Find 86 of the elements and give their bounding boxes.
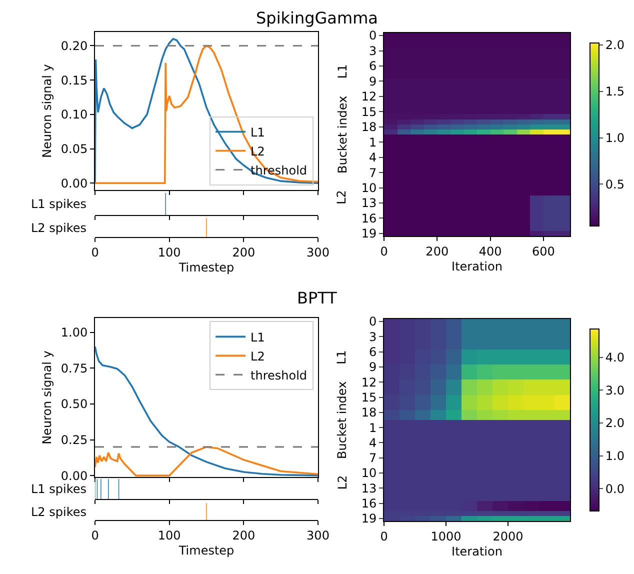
y-tick-label: 9 <box>368 74 377 88</box>
color-bar-label: 1.0 <box>605 449 624 464</box>
x-tick-label: 0 <box>380 529 388 544</box>
line-series <box>95 446 318 476</box>
x-tick-label: 200 <box>232 245 256 260</box>
y-tick-label: 18 <box>361 406 377 420</box>
y-tick-label: 0.25 <box>60 432 88 447</box>
y-tick-label: 1 <box>368 135 377 150</box>
legend-label: threshold <box>250 368 308 382</box>
legend-label: L1 <box>250 330 265 344</box>
y-tick-label: 18 <box>361 120 377 134</box>
y-tick-label: 7 <box>368 166 377 180</box>
text: L1 <box>335 64 350 79</box>
x-tick-label: 0 <box>380 244 388 258</box>
y-axis-title: Neuron signal y <box>40 350 54 444</box>
x-axis-title: Timestep <box>178 543 234 558</box>
y-axis-title: Bucket index <box>335 381 349 459</box>
x-tick-label: 200 <box>426 244 449 258</box>
y-axis-title: Bucket index <box>336 96 350 174</box>
y-tick-label: 10 <box>361 466 377 480</box>
y-tick-label: 15 <box>361 390 377 404</box>
y-tick-label: 1 <box>368 420 377 435</box>
color-bar-label: 1.5 <box>605 84 624 98</box>
x-axis-title: Iteration <box>452 544 502 558</box>
x-tick-label: 100 <box>158 245 181 260</box>
x-tick-label: 0 <box>91 528 99 542</box>
y-tick-label: 0.50 <box>60 397 88 412</box>
color-bar-label: 1.0 <box>605 130 624 145</box>
y-tick-label: 19 <box>361 226 377 241</box>
color-bar-label: 2.0 <box>605 38 624 52</box>
y-tick-label: 12 <box>361 90 377 104</box>
y-tick-label: 4 <box>368 150 377 165</box>
y-tick-label: 10 <box>361 180 377 195</box>
y-tick-label: 3 <box>368 330 377 344</box>
y-tick-label: 16 <box>361 496 377 511</box>
y-tick-label: 12 <box>361 375 377 390</box>
y-tick-label: 6 <box>368 59 377 74</box>
y-axis-title: L2 spikes <box>31 221 86 235</box>
color-bar-label: 0.5 <box>605 177 624 192</box>
y-tick-label: 6 <box>368 345 377 360</box>
y-tick-label: 3 <box>368 44 377 58</box>
color-bar-label: 2.0 <box>605 416 624 430</box>
x-tick-label: 0 <box>91 245 99 260</box>
y-tick-label: 0.00 <box>60 176 88 190</box>
y-axis-title: Neuron signal y <box>40 64 54 158</box>
x-tick-label: 200 <box>232 528 256 542</box>
x-tick-label: 1000 <box>430 529 462 544</box>
chart-title: BPTT <box>297 288 338 308</box>
text: L2 <box>335 475 350 490</box>
x-tick-label: 300 <box>306 528 330 542</box>
x-tick-label: 600 <box>532 244 555 258</box>
x-tick-label: 400 <box>478 244 502 258</box>
color-bar-label: 4.0 <box>605 350 624 364</box>
y-tick-label: 0.20 <box>60 38 88 53</box>
y-axis-title: L1 spikes <box>31 482 86 496</box>
y-tick-label: 13 <box>361 481 377 496</box>
y-tick-label: 0 <box>368 314 377 329</box>
y-tick-label: 0.75 <box>60 361 88 376</box>
text: L1 <box>334 350 349 364</box>
y-tick-label: 7 <box>368 451 377 466</box>
y-tick-label: 13 <box>361 196 377 210</box>
chart-title: SpikingGamma <box>256 8 378 28</box>
y-axis-title: L1 spikes <box>31 197 86 211</box>
y-tick-label: 15 <box>361 104 377 119</box>
y-tick-label: 19 <box>361 512 377 526</box>
x-tick-label: 100 <box>158 528 181 542</box>
x-axis-title: Iteration <box>452 259 502 274</box>
y-axis-title: L2 spikes <box>31 505 86 519</box>
y-tick-label: 0.00 <box>60 468 88 483</box>
legend-label: L1 <box>250 125 265 140</box>
y-tick-label: 0.05 <box>60 142 88 156</box>
color-bar-label: 0.0 <box>605 482 624 496</box>
y-tick-label: 0.10 <box>60 108 88 122</box>
y-tick-label: 4 <box>368 436 377 450</box>
y-tick-label: 9 <box>368 360 377 374</box>
legend-label: L2 <box>250 349 265 364</box>
y-tick-label: 16 <box>361 211 377 226</box>
color-bar-label: 3.0 <box>605 383 624 398</box>
x-tick-label: 300 <box>306 245 330 260</box>
y-tick-label: 1.00 <box>60 326 88 340</box>
y-tick-label: 0 <box>368 28 377 43</box>
x-axis-title: Timestep <box>178 260 234 274</box>
line-series <box>95 346 318 476</box>
text: L2 <box>334 190 349 204</box>
y-tick-label: 0.15 <box>60 73 88 88</box>
x-tick-label: 2000 <box>492 529 524 544</box>
